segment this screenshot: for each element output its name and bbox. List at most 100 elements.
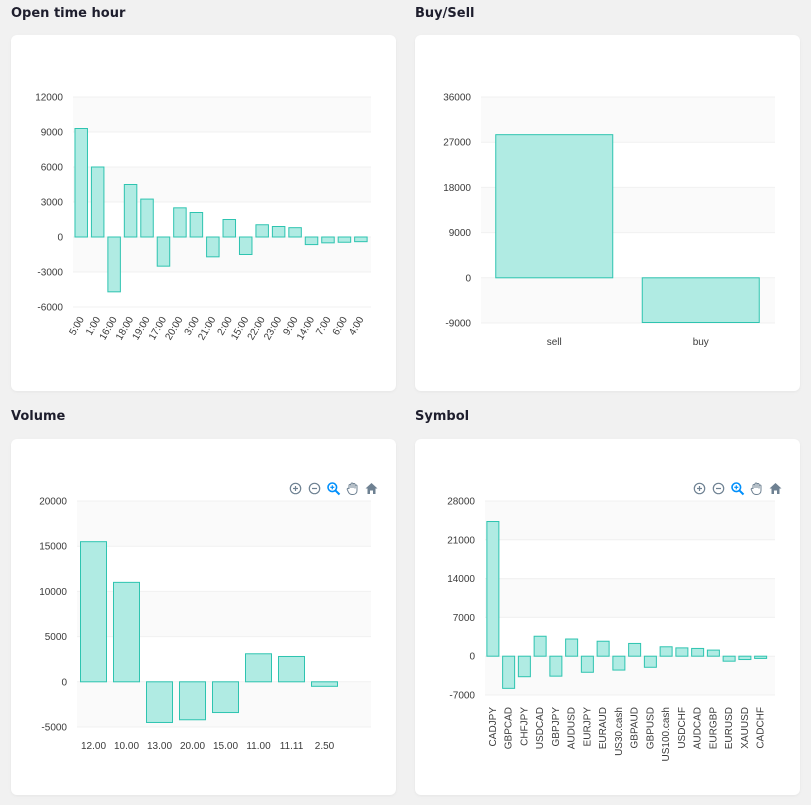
bar[interactable] [628,642,642,657]
grid-band [485,501,775,540]
x-tick-label: AUDUSD [567,707,578,749]
bar[interactable] [643,655,657,668]
bar[interactable] [706,649,720,657]
bar[interactable] [238,236,253,255]
x-tick-label: USDCHF [677,707,688,749]
bar[interactable] [179,681,206,721]
x-tick-label: 15.00 [213,741,238,752]
bar[interactable] [641,277,760,323]
pan-hand-icon[interactable] [749,481,764,496]
open-time-hour-chart: 120009000600030000-3000-60005:001:0016:0… [35,93,371,343]
y-tick-label: 10000 [39,587,67,598]
y-tick-label: -7000 [449,691,475,702]
bar[interactable] [659,646,673,657]
bar[interactable] [580,655,594,673]
y-tick-label: 0 [57,233,63,244]
bar[interactable] [255,224,269,238]
y-tick-label: 0 [61,677,67,688]
bar[interactable] [722,655,736,662]
bar[interactable] [517,655,531,678]
bar[interactable] [245,653,272,683]
bar[interactable] [90,166,105,238]
bar[interactable] [288,227,302,238]
bar[interactable] [173,207,187,238]
zoom-select-icon[interactable] [326,481,341,496]
x-tick-label: 14:00 [295,315,317,343]
buy-sell-chart: 36000 27000 18000 9000 0 -9000 sell buy [443,93,775,348]
zoom-out-icon[interactable] [711,481,726,496]
bar[interactable] [146,681,173,723]
bar[interactable] [486,521,500,657]
bar[interactable] [80,541,107,683]
y-tick-label: 21000 [447,535,475,546]
x-tick-label: 20:00 [163,315,185,343]
bar[interactable] [304,236,319,246]
x-tick-label: EURJPY [582,707,593,747]
bar[interactable] [754,655,768,659]
bar[interactable] [212,681,239,714]
grid-band [485,578,775,618]
x-tick-label: GBPAUD [630,707,641,749]
bar[interactable] [107,236,121,293]
x-tick-label: EURGBP [708,707,719,750]
chart-title-buy-sell: Buy/Sell [415,6,475,21]
bar[interactable] [549,655,563,677]
x-tick-label: XAUUSD [740,707,751,749]
bar[interactable] [691,647,705,657]
bar[interactable] [596,640,610,657]
grid-band [73,167,371,202]
x-tick-label: GBPCAD [504,707,515,749]
bar[interactable] [140,198,154,238]
bar[interactable] [738,655,752,661]
x-tick-label: 10.00 [114,741,139,752]
bar[interactable] [495,134,614,279]
y-tick-label: 5000 [45,632,68,643]
reset-home-icon[interactable] [768,481,783,496]
y-tick-label: 12000 [35,93,63,104]
zoom-select-icon[interactable] [730,481,745,496]
bar[interactable] [123,184,138,238]
y-tick-label: 9000 [41,128,64,139]
bar[interactable] [675,647,689,657]
y-tick-label: -9000 [445,319,471,330]
x-tick-label: 11.00 [246,741,271,752]
x-tick-label: 2.50 [315,741,335,752]
bar[interactable] [311,681,338,687]
bar[interactable] [74,128,88,238]
bar[interactable] [189,212,204,238]
x-tick-label: 11.11 [280,741,304,752]
bar[interactable] [156,236,171,267]
x-tick-label: US30.cash [614,707,625,756]
x-tick-label: 20.00 [180,741,205,752]
y-tick-label: 15000 [39,542,67,553]
bar[interactable] [222,219,237,238]
bar[interactable] [565,638,579,657]
zoom-in-icon[interactable] [288,481,303,496]
bar[interactable] [271,226,286,238]
bar[interactable] [533,635,547,657]
bar[interactable] [278,655,305,683]
zoom-in-icon[interactable] [692,481,707,496]
x-tick-label: 13.00 [147,741,172,752]
bar[interactable] [113,581,140,683]
bar[interactable] [337,236,352,243]
zoom-out-icon[interactable] [307,481,322,496]
y-tick-label: 9000 [449,228,472,239]
x-tick-label: 23:00 [262,315,284,343]
x-tick-label: US100.cash [661,707,672,761]
bar[interactable] [502,655,516,689]
x-tick-label: 12.00 [81,741,106,752]
y-tick-label: 0 [469,652,475,663]
reset-home-icon[interactable] [364,481,379,496]
bar[interactable] [612,655,626,671]
chart-title-open-time-hour: Open time hour [11,6,126,21]
chart-title-volume: Volume [11,409,66,424]
grid-band [77,501,371,547]
bar[interactable] [354,236,368,243]
x-tick-label: sell [547,337,562,348]
pan-hand-icon[interactable] [345,481,360,496]
x-tick-label: 6:00 [331,315,350,338]
grid-band [73,97,371,132]
bar[interactable] [206,236,220,258]
bar[interactable] [321,236,335,244]
